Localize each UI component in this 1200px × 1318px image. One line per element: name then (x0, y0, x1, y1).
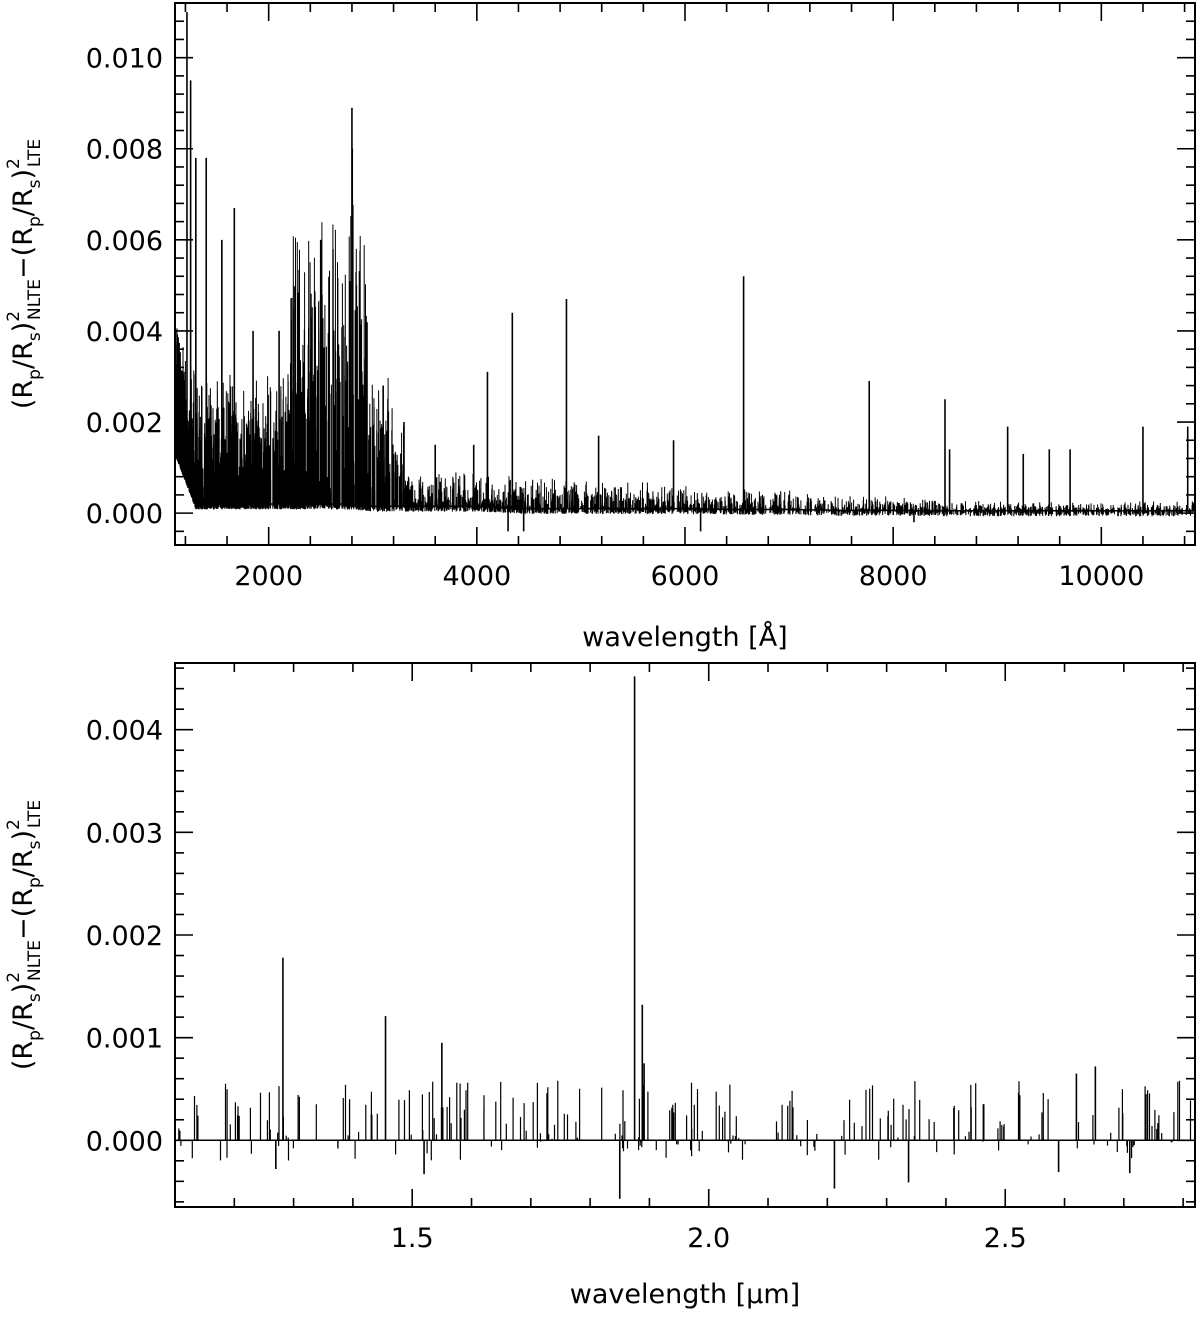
top-y-axis-title-part: s (25, 332, 45, 341)
bottom-y-axis-title-part: 2 (4, 819, 24, 830)
bottom-y-axis-title-part: NLTE (25, 940, 45, 981)
bottom-y-axis-title-part: p (25, 1030, 45, 1041)
top-y-axis-title-part: p (25, 216, 45, 227)
bottom-x-tick-label: 2.5 (984, 1223, 1027, 1254)
top-plot-area (175, 12, 1195, 532)
top-y-tick-label: 0.000 (86, 499, 163, 530)
top-x-tick-label: 2000 (234, 561, 303, 592)
top-y-axis-title-part: /R (8, 188, 39, 216)
top-x-tick-label: 6000 (651, 561, 720, 592)
top-y-tick-label: 0.008 (86, 135, 163, 166)
bottom-y-axis-title-part: ) (8, 830, 39, 841)
bottom-y-axis-title-part: p (25, 877, 45, 888)
top-x-tick-label: 8000 (859, 561, 928, 592)
bottom-x-tick-label: 1.5 (391, 1223, 434, 1254)
bottom-axes: 1.5 2.0 2.5 0.000 0.001 0.002 0.003 0.004 wavele… (4, 662, 1196, 1310)
top-y-axis-title-part: −(R (8, 227, 39, 279)
bottom-y-axis-title-part: −(R (8, 888, 39, 940)
bottom-y-axis-title-part: s (25, 840, 45, 849)
top-x-axis-title: wavelength [Å] (582, 621, 787, 653)
bottom-y-tick-label: 0.001 (86, 1024, 163, 1055)
bottom-y-axis-title: (Rp/Rs)2NLTE−(Rp/Rs)2LTE (4, 800, 45, 1070)
bottom-x-tick-label: 2.0 (687, 1223, 730, 1254)
top-y-axis-title: (Rp/Rs)2NLTE−(Rp/Rs)2LTE (4, 139, 45, 409)
bottom-y-axis-title-part: 2 (4, 972, 24, 983)
bottom-y-tick-label: 0.002 (86, 921, 163, 952)
top-y-axis-title-part: LTE (25, 139, 45, 167)
top-y-axis-title-part: (R (8, 380, 39, 409)
bottom-y-axis-title-part: s (25, 993, 45, 1002)
top-y-tick-label: 0.010 (86, 44, 163, 75)
top-y-axis-title-part: NLTE (25, 279, 45, 320)
top-y-tick-label: 0.006 (86, 226, 163, 257)
bottom-x-axis-title: wavelength [μm] (570, 1279, 800, 1310)
top-y-axis-title-part: 2 (4, 158, 24, 169)
top-y-axis-title-part: /R (8, 341, 39, 369)
top-y-tick-label: 0.004 (86, 317, 163, 348)
top-panel: 2000 4000 6000 8000 10000 0.000 0.002 0.004 0.00… (4, 2, 1196, 653)
top-axes: 2000 4000 6000 8000 10000 0.000 0.002 0.004 0.00… (4, 2, 1196, 653)
bottom-y-tick-label: 0.000 (86, 1126, 163, 1157)
bottom-y-tick-label: 0.003 (86, 818, 163, 849)
top-x-tick-label: 10000 (1058, 561, 1144, 592)
bottom-line-forest (178, 1080, 1192, 1161)
top-line-forest (175, 205, 1195, 517)
top-y-axis-title-part: p (25, 369, 45, 380)
top-y-tick-label: 0.002 (86, 408, 163, 439)
top-y-axis-title-part: ) (8, 322, 39, 333)
top-x-tick-label: 4000 (442, 561, 511, 592)
bottom-panel: 1.5 2.0 2.5 0.000 0.001 0.002 0.003 0.004 wavele… (4, 662, 1196, 1310)
bottom-y-axis-title-part: /R (8, 1002, 39, 1030)
top-y-axis-title-part: ) (8, 169, 39, 180)
bottom-y-axis-title-part: ) (8, 983, 39, 994)
bottom-y-tick-label: 0.004 (86, 716, 163, 747)
bottom-plot-area (175, 676, 1195, 1199)
bottom-y-axis-title-part: /R (8, 849, 39, 877)
bottom-y-axis-title-part: LTE (25, 800, 45, 828)
bottom-y-axis-title-part: (R (8, 1041, 39, 1070)
top-y-axis-title-part: s (25, 179, 45, 188)
top-y-axis-title-part: 2 (4, 311, 24, 322)
